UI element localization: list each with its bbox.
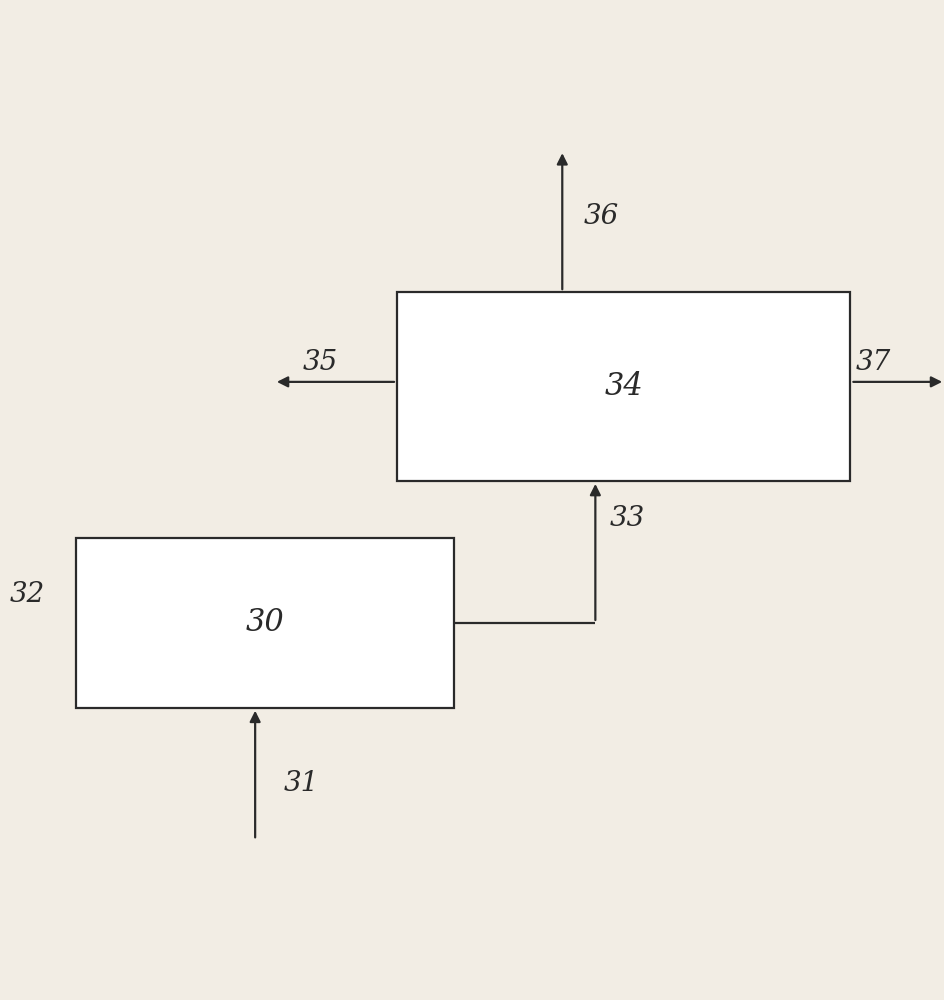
Text: 30: 30 bbox=[244, 607, 284, 638]
Bar bbox=[396, 292, 850, 481]
Text: 37: 37 bbox=[854, 349, 889, 376]
Text: 32: 32 bbox=[9, 581, 44, 608]
Text: 35: 35 bbox=[302, 349, 337, 376]
Bar bbox=[76, 538, 453, 708]
Text: 34: 34 bbox=[603, 371, 643, 402]
Text: 31: 31 bbox=[283, 770, 318, 797]
Text: 33: 33 bbox=[609, 505, 644, 532]
Text: 36: 36 bbox=[583, 203, 618, 230]
